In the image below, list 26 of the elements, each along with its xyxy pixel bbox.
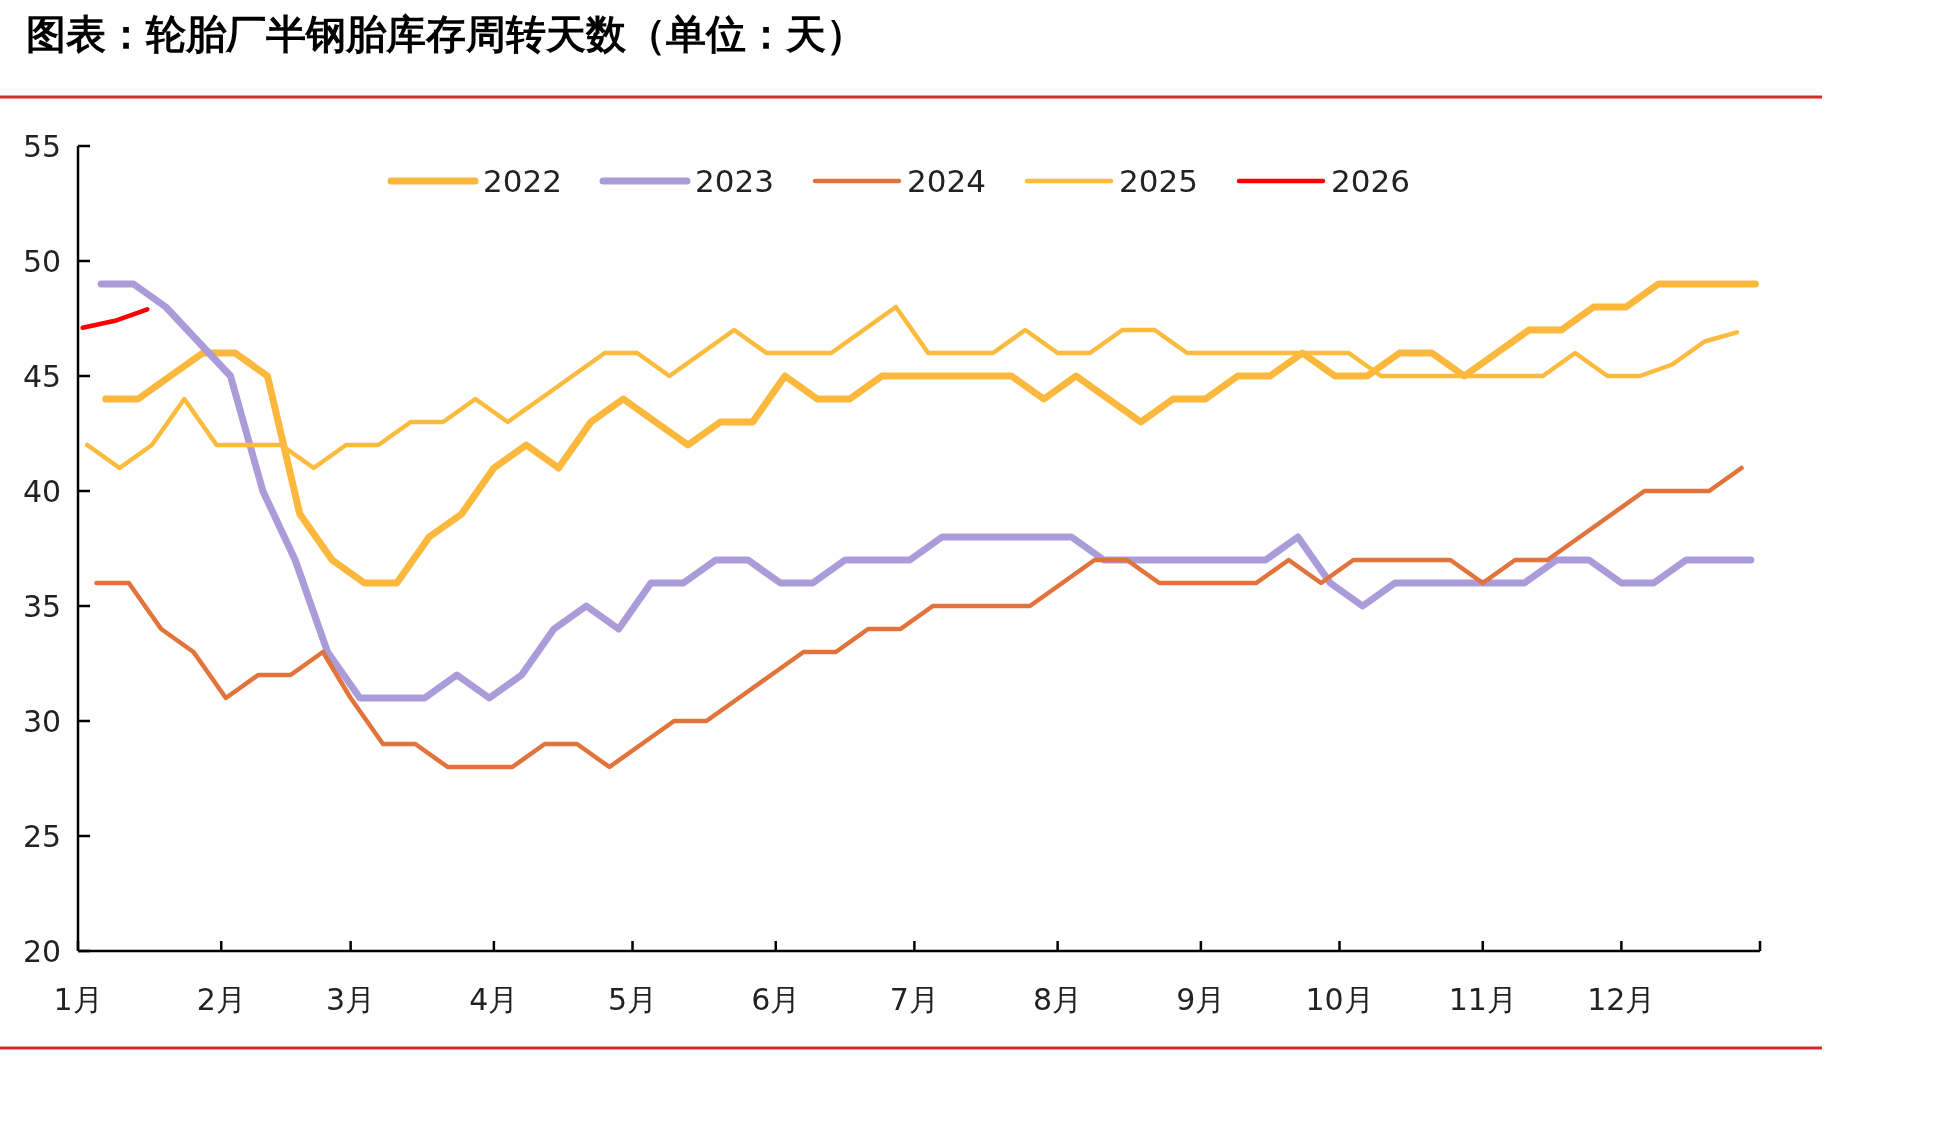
x-tick-label: 5月 [607, 982, 658, 1017]
x-tick-label: 1月 [53, 982, 103, 1017]
y-tick-label: 25 [22, 819, 62, 854]
x-tick-label: 3月 [326, 982, 376, 1017]
chart-title: 图表：轮胎厂半钢胎库存周转天数（单位：天） [26, 10, 866, 57]
x-tick-label: 12月 [1587, 982, 1656, 1017]
legend-label: 2026 [1331, 163, 1410, 199]
y-tick-label: 35 [22, 589, 62, 624]
legend-label: 2022 [483, 163, 562, 199]
x-tick-label: 8月 [1033, 982, 1083, 1017]
x-tick-label: 7月 [889, 982, 939, 1017]
x-tick-label: 2月 [196, 982, 246, 1017]
legend-label: 2023 [695, 163, 774, 199]
y-tick-label: 55 [22, 129, 62, 164]
x-tick-label: 11月 [1448, 982, 1517, 1017]
x-tick-label: 10月 [1305, 982, 1374, 1017]
x-tick-label: 6月 [751, 982, 801, 1017]
legend-label: 2025 [1119, 163, 1198, 199]
y-tick-label: 20 [22, 934, 62, 969]
y-tick-label: 50 [22, 244, 62, 279]
y-tick-label: 30 [22, 704, 62, 739]
y-tick-label: 40 [22, 474, 62, 509]
x-tick-label: 9月 [1176, 982, 1226, 1017]
y-tick-label: 45 [22, 359, 62, 394]
x-tick-label: 4月 [469, 982, 519, 1017]
legend-label: 2024 [907, 163, 986, 199]
